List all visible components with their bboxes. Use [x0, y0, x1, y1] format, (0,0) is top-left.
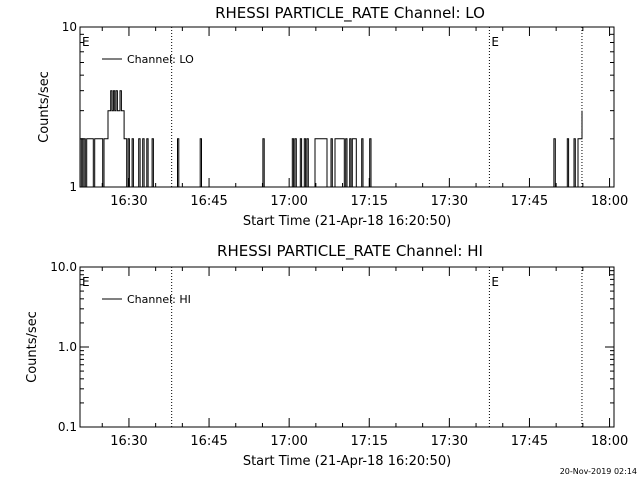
x-tick-label: 16:45 [190, 434, 227, 449]
panel-lo-y-axis: 1 10 [62, 20, 614, 194]
footer-timestamp: 20-Nov-2019 02:14 [560, 467, 637, 476]
panel-hi-xlabel: Start Time (21-Apr-18 16:20:50) [243, 454, 451, 469]
panel-hi-frame [79, 266, 615, 428]
x-tick-label: 17:00 [270, 434, 307, 449]
y-tick-label: 10 [62, 20, 77, 34]
x-tick-label: 17:15 [351, 194, 388, 209]
x-tick-label: 18:00 [591, 434, 628, 449]
y-tick-label: 10.0 [50, 260, 77, 274]
x-tick-label: 17:45 [511, 434, 548, 449]
x-tick-label: 17:45 [511, 194, 548, 209]
x-tick-label: 17:00 [270, 194, 307, 209]
panel-hi-y-axis: 0.1 1.0 10.0 [50, 260, 614, 434]
panel-hi-legend-label: Channel: HI [127, 293, 191, 306]
event-marker-label: E [491, 275, 499, 289]
event-marker-label: E [491, 35, 499, 49]
x-tick-label: 16:45 [190, 194, 227, 209]
x-tick-label: 17:30 [431, 194, 468, 209]
panel-hi-x-axis: 16:30 16:45 17:00 17:15 17:30 17:45 18:00 [101, 267, 628, 449]
panel-hi-title: RHESSI PARTICLE_RATE Channel: HI [217, 242, 483, 261]
panel-lo-legend-label: Channel: LO [127, 53, 194, 66]
panel-lo-ylabel: Counts/sec [37, 71, 52, 143]
event-marker-label: E [82, 35, 90, 49]
panel-hi: RHESSI PARTICLE_RATE Channel: HI Counts/… [25, 242, 628, 469]
x-tick-label: 16:30 [110, 434, 147, 449]
panel-lo-series-line [80, 90, 583, 188]
panel-lo: RHESSI PARTICLE_RATE Channel: LO Counts/… [37, 4, 628, 229]
x-tick-label: 17:30 [431, 434, 468, 449]
panel-lo-title: RHESSI PARTICLE_RATE Channel: LO [215, 4, 485, 23]
panel-lo-xlabel: Start Time (21-Apr-18 16:20:50) [243, 214, 451, 229]
event-marker-label: E [82, 275, 90, 289]
x-tick-label: 16:30 [110, 194, 147, 209]
y-tick-label: 0.1 [58, 420, 77, 434]
x-tick-label: 18:00 [591, 194, 628, 209]
x-tick-label: 17:15 [351, 434, 388, 449]
panel-hi-ylabel: Counts/sec [25, 311, 40, 383]
panel-lo-x-axis: 16:30 16:45 17:00 17:15 17:30 17:45 18:00 [101, 27, 628, 209]
y-tick-label: 1 [69, 180, 77, 194]
y-tick-label: 1.0 [58, 340, 77, 354]
